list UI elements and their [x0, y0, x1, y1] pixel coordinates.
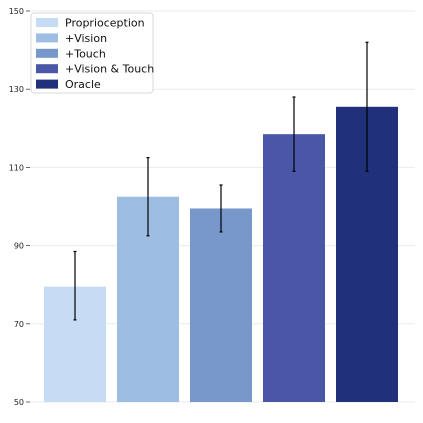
y-tick-label: 70 [14, 320, 24, 329]
legend-swatch-3 [36, 64, 58, 74]
bar-3 [263, 134, 325, 403]
legend-label-2: +Touch [65, 47, 106, 60]
bars [44, 106, 398, 403]
legend-swatch-1 [36, 33, 58, 43]
y-tick-label: 90 [14, 242, 24, 251]
y-tick-label: 150 [9, 7, 24, 16]
y-axis: 50 70 90 110 130 150 [9, 7, 30, 407]
legend-swatch-4 [36, 79, 58, 89]
legend: Proprioception +Vision +Touch +Vision & Tou… [30, 12, 154, 94]
legend-label-3: +Vision & Touch [65, 63, 154, 76]
legend-label-0: Proprioception [65, 17, 145, 30]
bar-2 [190, 208, 252, 402]
legend-label-4: Oracle [65, 78, 101, 91]
legend-swatch-2 [36, 48, 58, 58]
y-tick-label: 130 [9, 85, 24, 94]
y-tick-label: 50 [14, 398, 24, 407]
error-bars [73, 41, 369, 321]
y-tick-label: 110 [9, 163, 24, 172]
legend-swatch-0 [36, 18, 58, 27]
legend-box [30, 12, 154, 94]
legend-label-1: +Vision [65, 32, 107, 45]
